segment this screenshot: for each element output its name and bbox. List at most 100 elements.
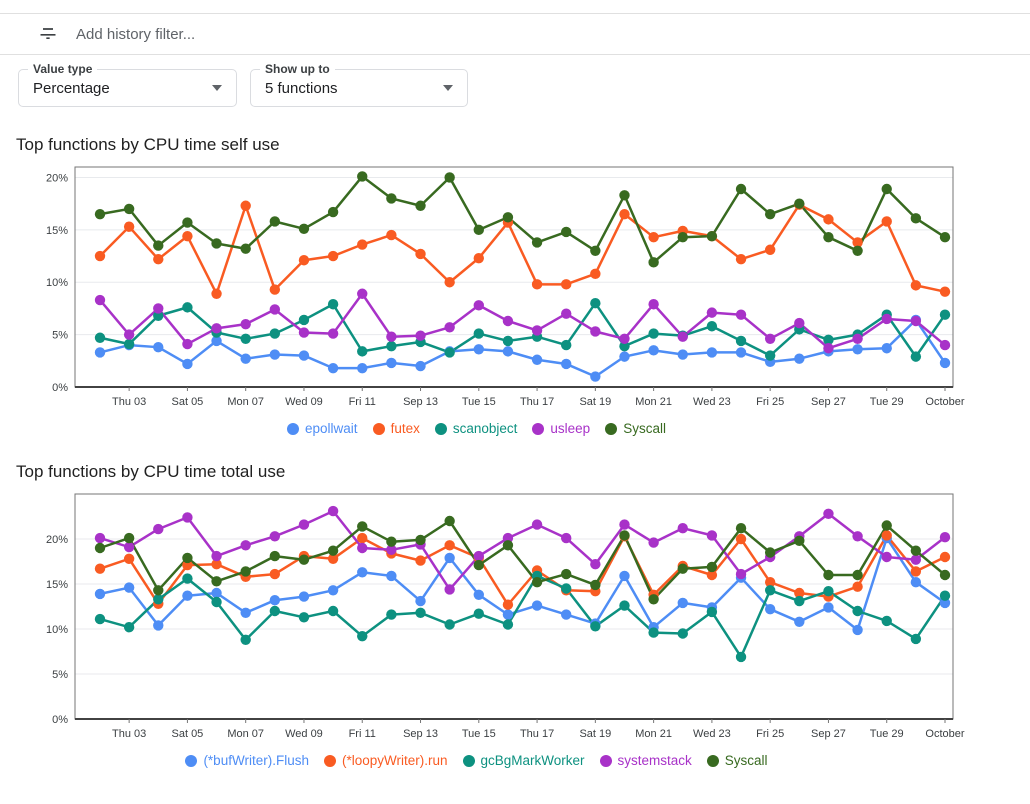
data-point[interactable] xyxy=(939,597,951,609)
data-point[interactable] xyxy=(240,353,251,364)
data-point[interactable] xyxy=(561,358,572,370)
data-point[interactable] xyxy=(211,288,222,299)
data-point[interactable] xyxy=(677,231,688,243)
cpu-total-use-chart[interactable]: 0% 5% 10% 15% 20% Thu 03 Sat 05 Mon 07 Wed 09 Fri… xyxy=(0,492,1030,747)
data-point[interactable] xyxy=(444,540,455,551)
data-point[interactable] xyxy=(852,605,863,617)
data-point[interactable] xyxy=(648,594,659,605)
data-point[interactable] xyxy=(94,613,106,625)
data-point[interactable] xyxy=(269,216,281,227)
data-point[interactable] xyxy=(881,216,892,227)
data-point[interactable] xyxy=(298,554,310,565)
data-point[interactable] xyxy=(794,595,805,607)
data-point[interactable] xyxy=(444,322,455,333)
data-point[interactable] xyxy=(94,347,106,358)
data-point[interactable] xyxy=(619,340,630,352)
data-point[interactable] xyxy=(386,340,397,352)
data-point[interactable] xyxy=(764,208,776,220)
data-point[interactable] xyxy=(910,554,922,565)
data-point[interactable] xyxy=(735,253,747,265)
data-point[interactable] xyxy=(123,532,135,544)
data-point[interactable] xyxy=(327,299,339,310)
data-point[interactable] xyxy=(444,552,455,564)
data-point[interactable] xyxy=(910,545,922,556)
data-point[interactable] xyxy=(415,607,426,618)
data-point[interactable] xyxy=(444,172,455,183)
data-point[interactable] xyxy=(327,250,339,262)
data-point[interactable] xyxy=(123,541,135,553)
data-point[interactable] xyxy=(502,315,514,327)
data-point[interactable] xyxy=(823,508,834,519)
data-point[interactable] xyxy=(240,333,251,345)
data-point[interactable] xyxy=(415,200,426,211)
data-point[interactable] xyxy=(735,651,747,663)
data-point[interactable] xyxy=(123,338,135,350)
data-point[interactable] xyxy=(211,323,222,334)
data-point[interactable] xyxy=(706,230,718,242)
data-point[interactable] xyxy=(386,331,397,342)
data-point[interactable] xyxy=(590,268,601,280)
data-point[interactable] xyxy=(269,531,281,542)
data-point[interactable] xyxy=(794,353,805,364)
data-point[interactable] xyxy=(298,314,310,326)
data-point[interactable] xyxy=(561,583,572,594)
data-point[interactable] xyxy=(94,563,106,574)
data-point[interactable] xyxy=(619,333,630,345)
data-point[interactable] xyxy=(735,335,747,347)
data-point[interactable] xyxy=(648,345,659,356)
data-point[interactable] xyxy=(94,332,106,343)
data-point[interactable] xyxy=(415,555,426,566)
data-point[interactable] xyxy=(123,221,135,232)
data-point[interactable] xyxy=(473,300,484,311)
data-point[interactable] xyxy=(153,620,164,631)
data-point[interactable] xyxy=(735,183,747,195)
data-point[interactable] xyxy=(502,335,514,347)
data-point[interactable] xyxy=(473,252,484,264)
data-point[interactable] xyxy=(123,329,135,340)
data-point[interactable] xyxy=(182,552,193,564)
data-point[interactable] xyxy=(123,203,135,215)
data-point[interactable] xyxy=(269,349,281,360)
data-point[interactable] xyxy=(764,585,776,596)
data-point[interactable] xyxy=(444,277,455,288)
data-point[interactable] xyxy=(823,602,834,613)
data-point[interactable] xyxy=(648,328,659,339)
data-point[interactable] xyxy=(153,253,164,265)
data-point[interactable] xyxy=(269,304,281,315)
data-point[interactable] xyxy=(444,619,455,630)
data-point[interactable] xyxy=(502,540,514,551)
data-point[interactable] xyxy=(852,333,863,345)
data-point[interactable] xyxy=(531,325,543,336)
data-point[interactable] xyxy=(735,568,747,580)
data-point[interactable] xyxy=(619,530,630,541)
data-point[interactable] xyxy=(648,627,659,638)
data-point[interactable] xyxy=(706,321,718,332)
data-point[interactable] xyxy=(386,570,397,582)
data-point[interactable] xyxy=(182,338,193,350)
data-point[interactable] xyxy=(852,569,863,581)
data-point[interactable] xyxy=(677,331,688,342)
data-point[interactable] xyxy=(648,299,659,310)
data-point[interactable] xyxy=(794,587,805,599)
data-point[interactable] xyxy=(240,566,251,577)
data-point[interactable] xyxy=(706,606,718,618)
data-point[interactable] xyxy=(561,532,572,544)
data-point[interactable] xyxy=(327,505,339,517)
data-point[interactable] xyxy=(561,226,572,238)
data-point[interactable] xyxy=(211,559,222,570)
data-point[interactable] xyxy=(852,245,863,257)
data-point[interactable] xyxy=(823,214,834,225)
data-point[interactable] xyxy=(153,240,164,251)
data-point[interactable] xyxy=(444,515,455,527)
data-point[interactable] xyxy=(794,198,805,209)
data-point[interactable] xyxy=(677,349,688,360)
data-point[interactable] xyxy=(677,628,688,639)
data-point[interactable] xyxy=(531,237,543,248)
data-point[interactable] xyxy=(619,570,630,582)
data-point[interactable] xyxy=(240,200,251,211)
data-point[interactable] xyxy=(269,328,281,339)
data-point[interactable] xyxy=(211,335,222,347)
data-point[interactable] xyxy=(677,563,688,574)
data-point[interactable] xyxy=(94,208,106,220)
data-point[interactable] xyxy=(182,512,193,523)
